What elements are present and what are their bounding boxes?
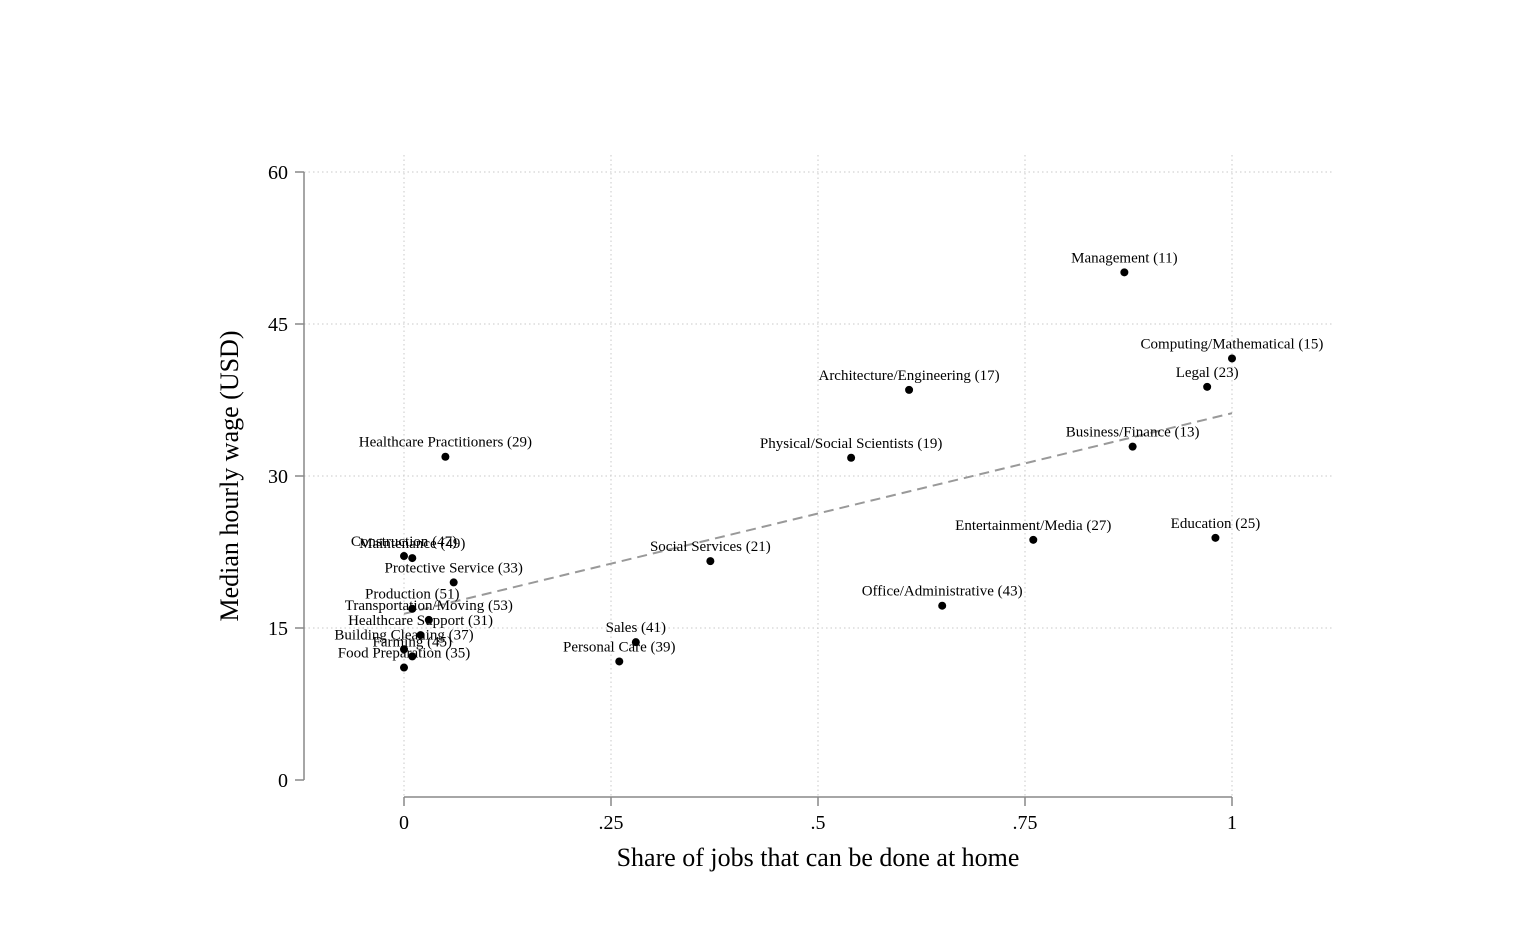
data-point [938,601,947,610]
y-tick-label: 15 [268,618,288,640]
point-label: Transportation/Moving (53) [345,598,513,614]
data-point [400,663,408,672]
point-labels: Management (11) Computing/Mathematical (1… [334,250,1323,661]
y-axis-title: Median hourly wage (USD) [215,331,244,622]
point-label: Personal Care (39) [563,639,675,655]
data-point [1120,268,1129,277]
data-point [449,578,458,587]
point-label: Computing/Mathematical (15) [1141,336,1324,352]
y-tick-label: 0 [278,770,288,792]
point-label: Entertainment/Media (27) [955,518,1111,534]
x-tick-label: .75 [1013,812,1038,834]
data-point [847,453,856,462]
fit-line [403,412,1233,615]
point-label: Legal (23) [1176,365,1239,381]
data-point [1128,442,1137,451]
point-label: Office/Administrative (43) [862,584,1023,600]
y-tick-label: 60 [268,162,288,184]
data-point [1203,382,1212,391]
data-point [615,657,624,666]
data-point [408,652,417,661]
point-label: Physical/Social Scientists (19) [760,436,942,452]
x-tick-label: .5 [811,812,826,834]
y-tick-label: 30 [268,466,288,488]
x-tick-label: 0 [399,812,409,834]
point-label: Social Services (21) [650,539,771,555]
gridlines [304,155,1332,797]
data-point [1211,533,1220,542]
x-tick-label: .25 [599,812,624,834]
data-point [1228,354,1236,363]
data-point [400,645,408,654]
point-label: Protective Service (33) [385,560,523,576]
point-label: Building Cleaning (37) [334,627,473,643]
data-points [400,268,1236,672]
data-point [441,452,450,461]
point-label: Architecture/Engineering (17) [818,368,999,384]
point-label: Food Preparation (35) [338,646,470,662]
point-label: Healthcare Support (31) [348,613,493,629]
data-point [408,554,417,563]
point-label: Education (25) [1171,516,1261,532]
data-point [631,638,640,647]
data-point [400,552,408,561]
data-point [408,604,417,613]
point-label: Maintenance (49) [359,536,465,552]
data-point [416,631,425,640]
data-point [905,385,914,394]
point-label: Healthcare Practitioners (29) [359,435,532,451]
point-label: Management (11) [1071,250,1178,266]
y-tick-label: 45 [268,314,288,336]
data-point [706,557,715,566]
x-tick-label: 1 [1227,812,1237,834]
point-label: Farming (45) [372,634,452,650]
point-label: Business/Finance (13) [1066,425,1200,441]
axes [295,171,1233,806]
fit-line-path [403,412,1233,615]
point-label: Sales (41) [606,620,666,636]
data-point [1029,535,1038,544]
x-axis-title: Share of jobs that can be done at home [617,843,1020,872]
data-point [424,615,433,624]
point-label: Production (51) [365,587,460,603]
point-label: Construction (47) [351,534,457,550]
tick-labels: 0 .25 .5 .75 1 0 15 30 45 60 [268,162,1237,834]
